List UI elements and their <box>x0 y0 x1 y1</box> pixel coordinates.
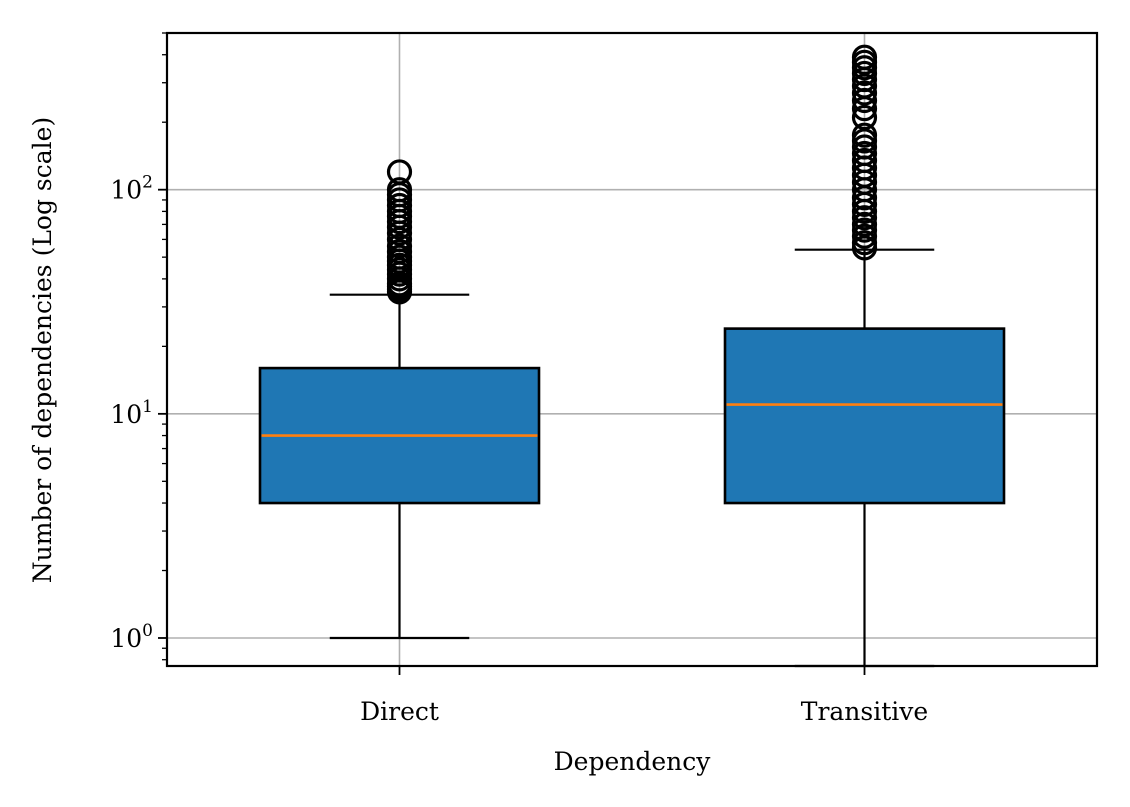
box-iqr <box>723 327 1006 505</box>
y-axis: 100 101 102 <box>110 32 167 661</box>
y-tick-label: 100 <box>110 621 153 653</box>
outlier-point <box>851 205 878 231</box>
outlier-point <box>386 159 413 185</box>
y-axis-label: Number of dependencies (Log scale) <box>28 117 57 583</box>
plot-frame <box>165 31 1099 668</box>
outlier-point <box>851 73 878 99</box>
x-tick-label: Transitive <box>801 697 928 726</box>
y-tick-label: 101 <box>110 397 153 429</box>
x-tick-label: Direct <box>360 697 439 726</box>
outlier-point <box>851 140 878 167</box>
outlier-point <box>851 44 878 70</box>
outlier-point <box>851 211 878 238</box>
outlier-point <box>386 177 413 203</box>
outlier-point <box>386 233 413 259</box>
y-tick-label: 102 <box>110 173 153 205</box>
outlier-point <box>851 80 878 106</box>
outlier-point <box>851 104 878 131</box>
outlier-point <box>851 147 878 174</box>
x-axis: Direct Transitive <box>360 666 928 726</box>
box-direct <box>258 159 541 640</box>
outlier-point <box>851 230 878 256</box>
x-axis-label: Dependency <box>554 747 712 776</box>
outlier-point <box>851 122 878 148</box>
box-plot-series <box>258 44 1006 668</box>
